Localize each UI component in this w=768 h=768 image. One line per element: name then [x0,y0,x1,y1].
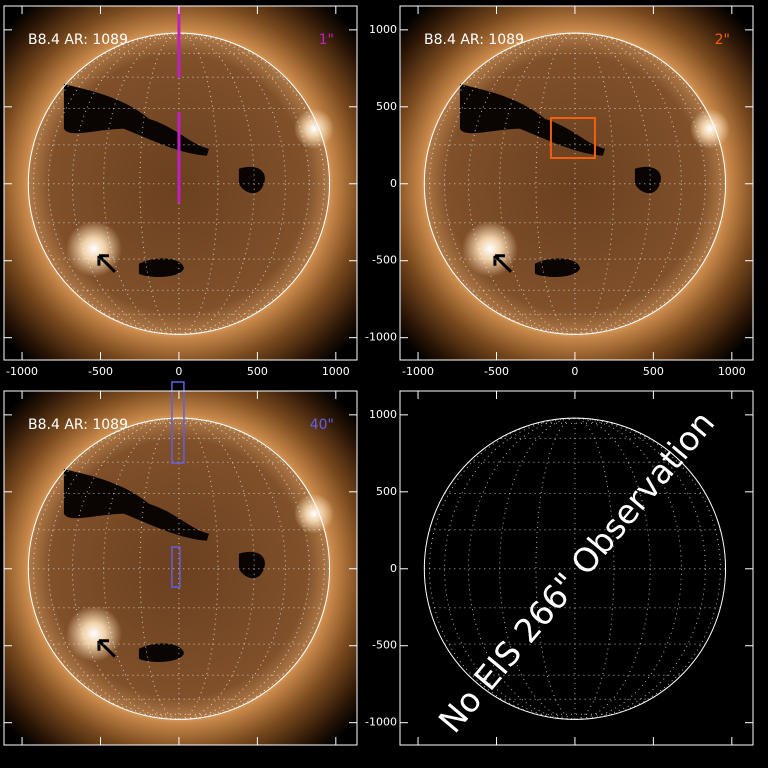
limb [423,32,727,335]
no-data-message: No EIS 266" Observation [431,403,722,740]
panel-label: B8.4 AR: 1089 [28,417,128,433]
panel-label: B8.4 AR: 1089 [424,32,524,48]
arrow [97,639,116,658]
bright-region [293,493,334,534]
x-tick-label: -1000 [6,365,38,378]
panel-image [4,391,357,745]
y-tick-label: 0 [390,177,397,190]
coronal-hole [534,258,580,278]
raster-box [171,546,181,588]
panel-image [423,417,727,720]
bright-region [293,108,334,149]
grid-dots [103,32,255,335]
grid-dots [103,417,255,720]
arrow [97,254,116,273]
limb [27,417,331,720]
limb [423,417,727,720]
arrow [493,254,512,273]
x-tick-label: 0 [175,365,182,378]
grid-dots [467,32,682,335]
y-tick-label: 1000 [369,408,397,421]
frame [3,390,358,746]
frame [3,5,358,361]
grid-dots [535,32,615,335]
y-tick-label: -500 [372,639,397,652]
panel: B8.4 AR: 1089 2" -1000 -500 0 500 1000 -1000 -50… [365,5,754,378]
frame [399,390,754,746]
grid-dots [71,417,286,720]
grid-dots [428,417,721,720]
y-tick-label: 500 [376,100,397,113]
grid-dots [32,32,325,335]
grid-dots [139,417,219,720]
panel: B8.4 AR: 1089 1" -1000 -500 0 500 1000 [3,5,358,378]
y-tick-label: -1000 [365,331,397,344]
bright-region [689,108,730,149]
grid-dots [499,32,651,335]
coronal-hole [138,643,184,663]
x-tick-label: 500 [643,365,664,378]
x-tick-label: 500 [247,365,268,378]
y-tick-label: -1000 [365,716,397,729]
raster-box [549,117,596,159]
slit-label: 2" [715,32,730,48]
slit-label: 1" [319,32,334,48]
coronal-hole [238,166,265,194]
raster-box [171,381,185,464]
y-tick-label: 1000 [369,23,397,36]
x-tick-label: 1000 [322,365,350,378]
panel: No EIS 266" Observation -1000 -500 0 500 1000 [365,390,754,746]
coronal-hole [634,166,661,194]
grid-dots [428,32,721,335]
y-tick-label: 0 [390,562,397,575]
slit-label: 40" [310,417,334,433]
x-tick-label: -500 [88,365,113,378]
x-tick-label: -500 [484,365,509,378]
panel-image [400,6,753,360]
y-tick-label: 500 [376,485,397,498]
grid-dots [467,417,682,720]
x-tick-label: 1000 [718,365,746,378]
grid-dots [139,32,219,335]
coronal-hole [63,83,209,156]
x-tick-label: -1000 [402,365,434,378]
grid-dots [535,417,615,720]
y-tick-label: -500 [372,254,397,267]
x-tick-label: 0 [571,365,578,378]
coronal-hole [459,83,605,156]
coronal-hole [238,551,265,579]
panel-image [4,6,357,360]
panel-label: B8.4 AR: 1089 [28,32,128,48]
panel: B8.4 AR: 1089 40" [3,381,358,746]
grid-dots [499,417,651,720]
coronal-hole [138,258,184,278]
frame [399,5,754,361]
coronal-hole [63,468,209,541]
grid-dots [32,417,325,720]
grid-dots [71,32,286,335]
